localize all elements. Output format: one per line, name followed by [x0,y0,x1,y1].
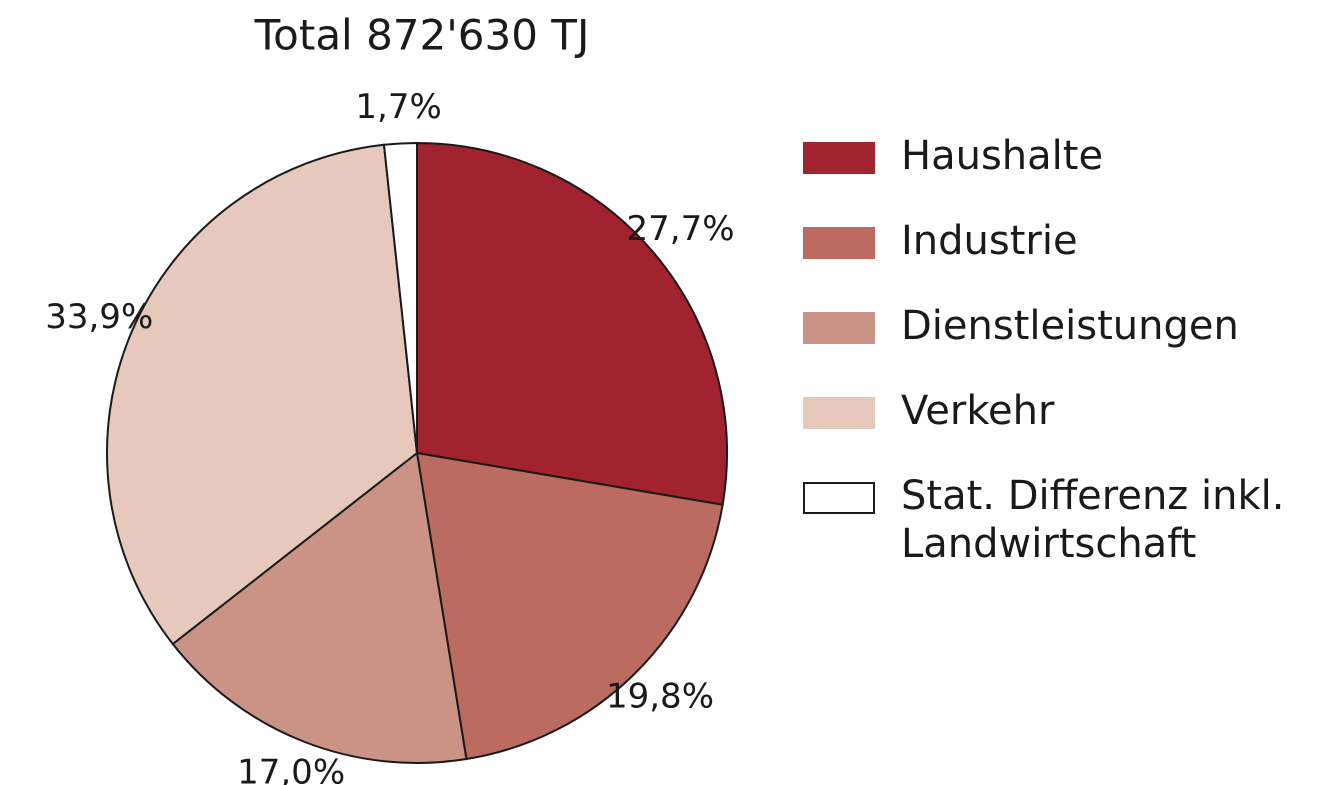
legend-swatch [803,397,875,429]
legend-label: Dienstleistungen [901,303,1239,349]
legend-item: Industrie [803,217,1320,265]
data-label: 19,8% [606,676,714,716]
pie-slice [382,141,418,454]
legend-item: Dienstleistungen [803,302,1320,350]
legend-item: Haushalte [803,132,1320,180]
legend: Haushalte Industrie Dienstleistungen Verkeh… [803,132,1320,605]
data-label: 33,9% [45,297,153,337]
pie-slice [416,141,728,506]
legend-swatch [803,227,875,259]
pie-slice [171,451,468,764]
pie-slice [415,451,724,761]
legend-label: Industrie [901,218,1078,264]
legend-label: Haushalte [901,133,1104,179]
data-label: 27,7% [627,209,735,249]
legend-label: Stat. Differenz inkl. Landwirtschaft [901,473,1285,567]
pie-slice [106,143,419,646]
data-label: 17,0% [237,753,345,785]
legend-swatch [803,312,875,344]
legend-item: Stat. Differenz inkl. Landwirtschaft [803,472,1320,568]
legend-swatch [803,482,875,514]
legend-item: Verkehr [803,387,1320,435]
data-label: 1,7% [355,87,441,127]
legend-swatch [803,142,875,174]
chart-title: Total 872'630 TJ [254,11,590,60]
legend-label: Verkehr [901,388,1055,434]
